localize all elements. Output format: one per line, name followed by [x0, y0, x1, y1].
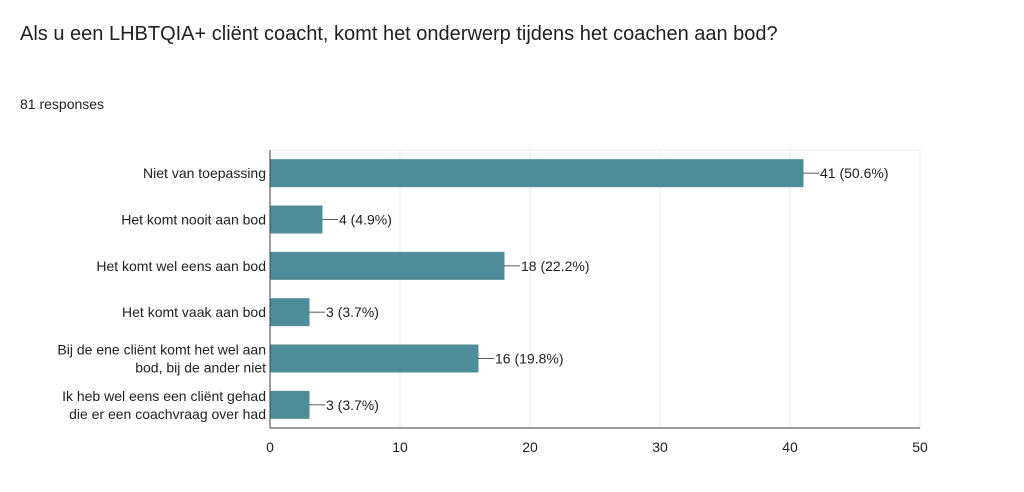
bar — [270, 298, 310, 327]
bar — [270, 251, 505, 280]
bar — [270, 390, 310, 419]
value-label: 18 (22.2%) — [521, 258, 589, 274]
bar — [270, 205, 323, 234]
category-label: Het komt wel eens aan bod — [96, 258, 266, 274]
x-tick-label: 10 — [392, 439, 408, 455]
category-label: bod, bij de ander niet — [135, 360, 266, 376]
responses-count: 81 responses — [20, 96, 105, 112]
value-label: 4 (4.9%) — [339, 212, 392, 228]
category-label: Ik heb wel eens een cliënt gehad — [62, 388, 266, 404]
value-label: 3 (3.7%) — [326, 304, 379, 320]
value-label: 41 (50.6%) — [820, 165, 888, 181]
x-tick-label: 30 — [652, 439, 668, 455]
category-label: die er een coachvraag over had — [69, 406, 266, 422]
value-label: 16 (19.8%) — [495, 351, 563, 367]
x-tick-label: 40 — [782, 439, 798, 455]
category-label: Het komt vaak aan bod — [122, 304, 266, 320]
category-label: Bij de ene cliënt komt het wel aan — [57, 342, 266, 358]
value-label: 3 (3.7%) — [326, 397, 379, 413]
x-tick-label: 0 — [266, 439, 274, 455]
page-title: Als u een LHBTQIA+ cliënt coacht, komt h… — [20, 23, 778, 45]
category-label: Het komt nooit aan bod — [121, 212, 266, 228]
bar — [270, 159, 804, 188]
x-tick-label: 50 — [912, 439, 928, 455]
category-label: Niet van toepassing — [143, 165, 266, 181]
x-tick-label: 20 — [522, 439, 538, 455]
bar — [270, 344, 479, 373]
